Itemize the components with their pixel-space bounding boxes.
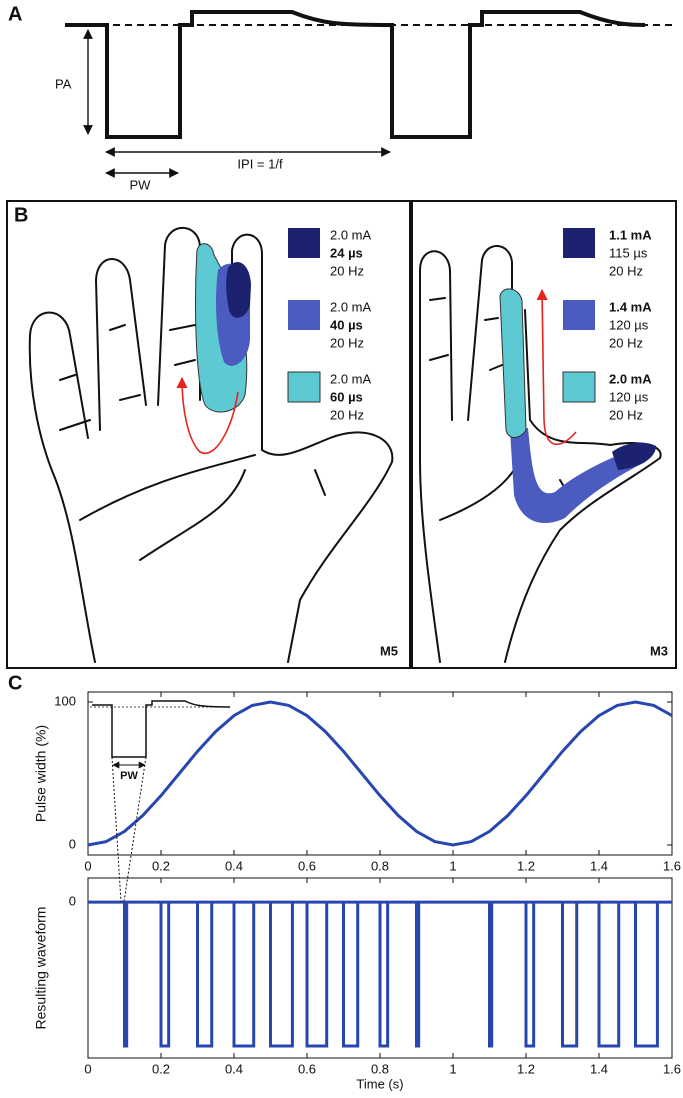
legend-text: 2.0 mA [330, 227, 372, 242]
legend-text: 2.0 mA [609, 371, 652, 386]
x-tick-label: 1.4 [590, 858, 608, 873]
x-tick-label: 0 [84, 858, 91, 873]
legend-text: 20 Hz [609, 263, 643, 278]
panel-label: C [8, 672, 22, 694]
pw-label: PW [130, 177, 152, 192]
pulse [271, 902, 293, 1046]
pulse [344, 902, 358, 1046]
legend-swatch [563, 228, 595, 258]
x-tick-label: 0.8 [371, 1061, 389, 1076]
legend-text: 2.0 mA [330, 299, 372, 314]
x-tick-label: 0.4 [225, 1061, 243, 1076]
legend-text: 24 µs [330, 245, 363, 260]
subject-label: M3 [650, 643, 668, 658]
x-tick-label: 1.4 [590, 1061, 608, 1076]
pulse [234, 902, 254, 1046]
x-tick-label: 1 [449, 858, 456, 873]
legend-text: 20 Hz [330, 335, 364, 350]
x-tick-label: 0.8 [371, 858, 389, 873]
y-axis-label: Resulting waveform [33, 907, 49, 1030]
x-tick-label: 0.6 [298, 1061, 316, 1076]
pulse [636, 902, 658, 1046]
x-tick-label: 1.2 [517, 1061, 535, 1076]
subject-label: M5 [380, 643, 398, 658]
y-tick-label: 100 [54, 693, 76, 708]
pulse [198, 902, 212, 1046]
pulse [125, 902, 127, 1046]
legend-text: 115 µs [609, 245, 648, 260]
legend-swatch [288, 372, 320, 402]
x-tick-label: 1 [449, 1061, 456, 1076]
x-tick-label: 0 [84, 1061, 91, 1076]
ipi-label: IPI = 1/f [237, 156, 283, 171]
x-tick-label: 1.6 [663, 858, 681, 873]
legend-text: 1.1 mA [609, 227, 652, 242]
x-axis-label: Time (s) [356, 1076, 403, 1091]
x-tick-label: 1.2 [517, 858, 535, 873]
stim-area [226, 262, 251, 318]
pulse [526, 902, 534, 1046]
legend-text: 1.4 mA [609, 299, 652, 314]
pulse [599, 902, 619, 1046]
pulse [161, 902, 169, 1046]
pa-label: PA [55, 76, 72, 91]
y-axis-label: Pulse width (%) [33, 725, 49, 822]
legend-text: 20 Hz [609, 335, 643, 350]
panel-label: B [14, 204, 28, 226]
legend-text: 120 µs [609, 389, 649, 404]
stim-area [500, 289, 526, 438]
x-tick-label: 0.2 [152, 858, 170, 873]
legend-text: 2.0 mA [330, 371, 372, 386]
pulse [380, 902, 388, 1046]
figure: A PA IPI = 1/f PW B M5 M3 2.0 mA 24 µs 20 … [0, 0, 683, 1098]
panel-label: A [8, 3, 22, 25]
y-tick-label: 0 [69, 894, 76, 909]
data-line [88, 702, 672, 845]
legend-swatch [563, 300, 595, 330]
x-tick-label: 0.4 [225, 858, 243, 873]
pulse [417, 902, 419, 1046]
legend-text: 60 µs [330, 389, 363, 404]
x-tick-label: 0.6 [298, 858, 316, 873]
y-tick-label: 0 [69, 836, 76, 851]
x-tick-label: 0.2 [152, 1061, 170, 1076]
legend-text: 20 Hz [609, 407, 643, 422]
legend-swatch [288, 300, 320, 330]
waveform-schematic [65, 12, 645, 137]
legend-text: 120 µs [609, 317, 649, 332]
legend-swatch [288, 228, 320, 258]
legend-text: 20 Hz [330, 407, 364, 422]
plot-frame [88, 692, 672, 855]
legend-text: 40 µs [330, 317, 363, 332]
legend-text: 20 Hz [330, 263, 364, 278]
inset-label: PW [120, 770, 138, 782]
pulse [307, 902, 327, 1046]
pulse [563, 902, 577, 1046]
pulse [490, 902, 492, 1046]
legend-swatch [563, 372, 595, 402]
x-tick-label: 1.6 [663, 1061, 681, 1076]
